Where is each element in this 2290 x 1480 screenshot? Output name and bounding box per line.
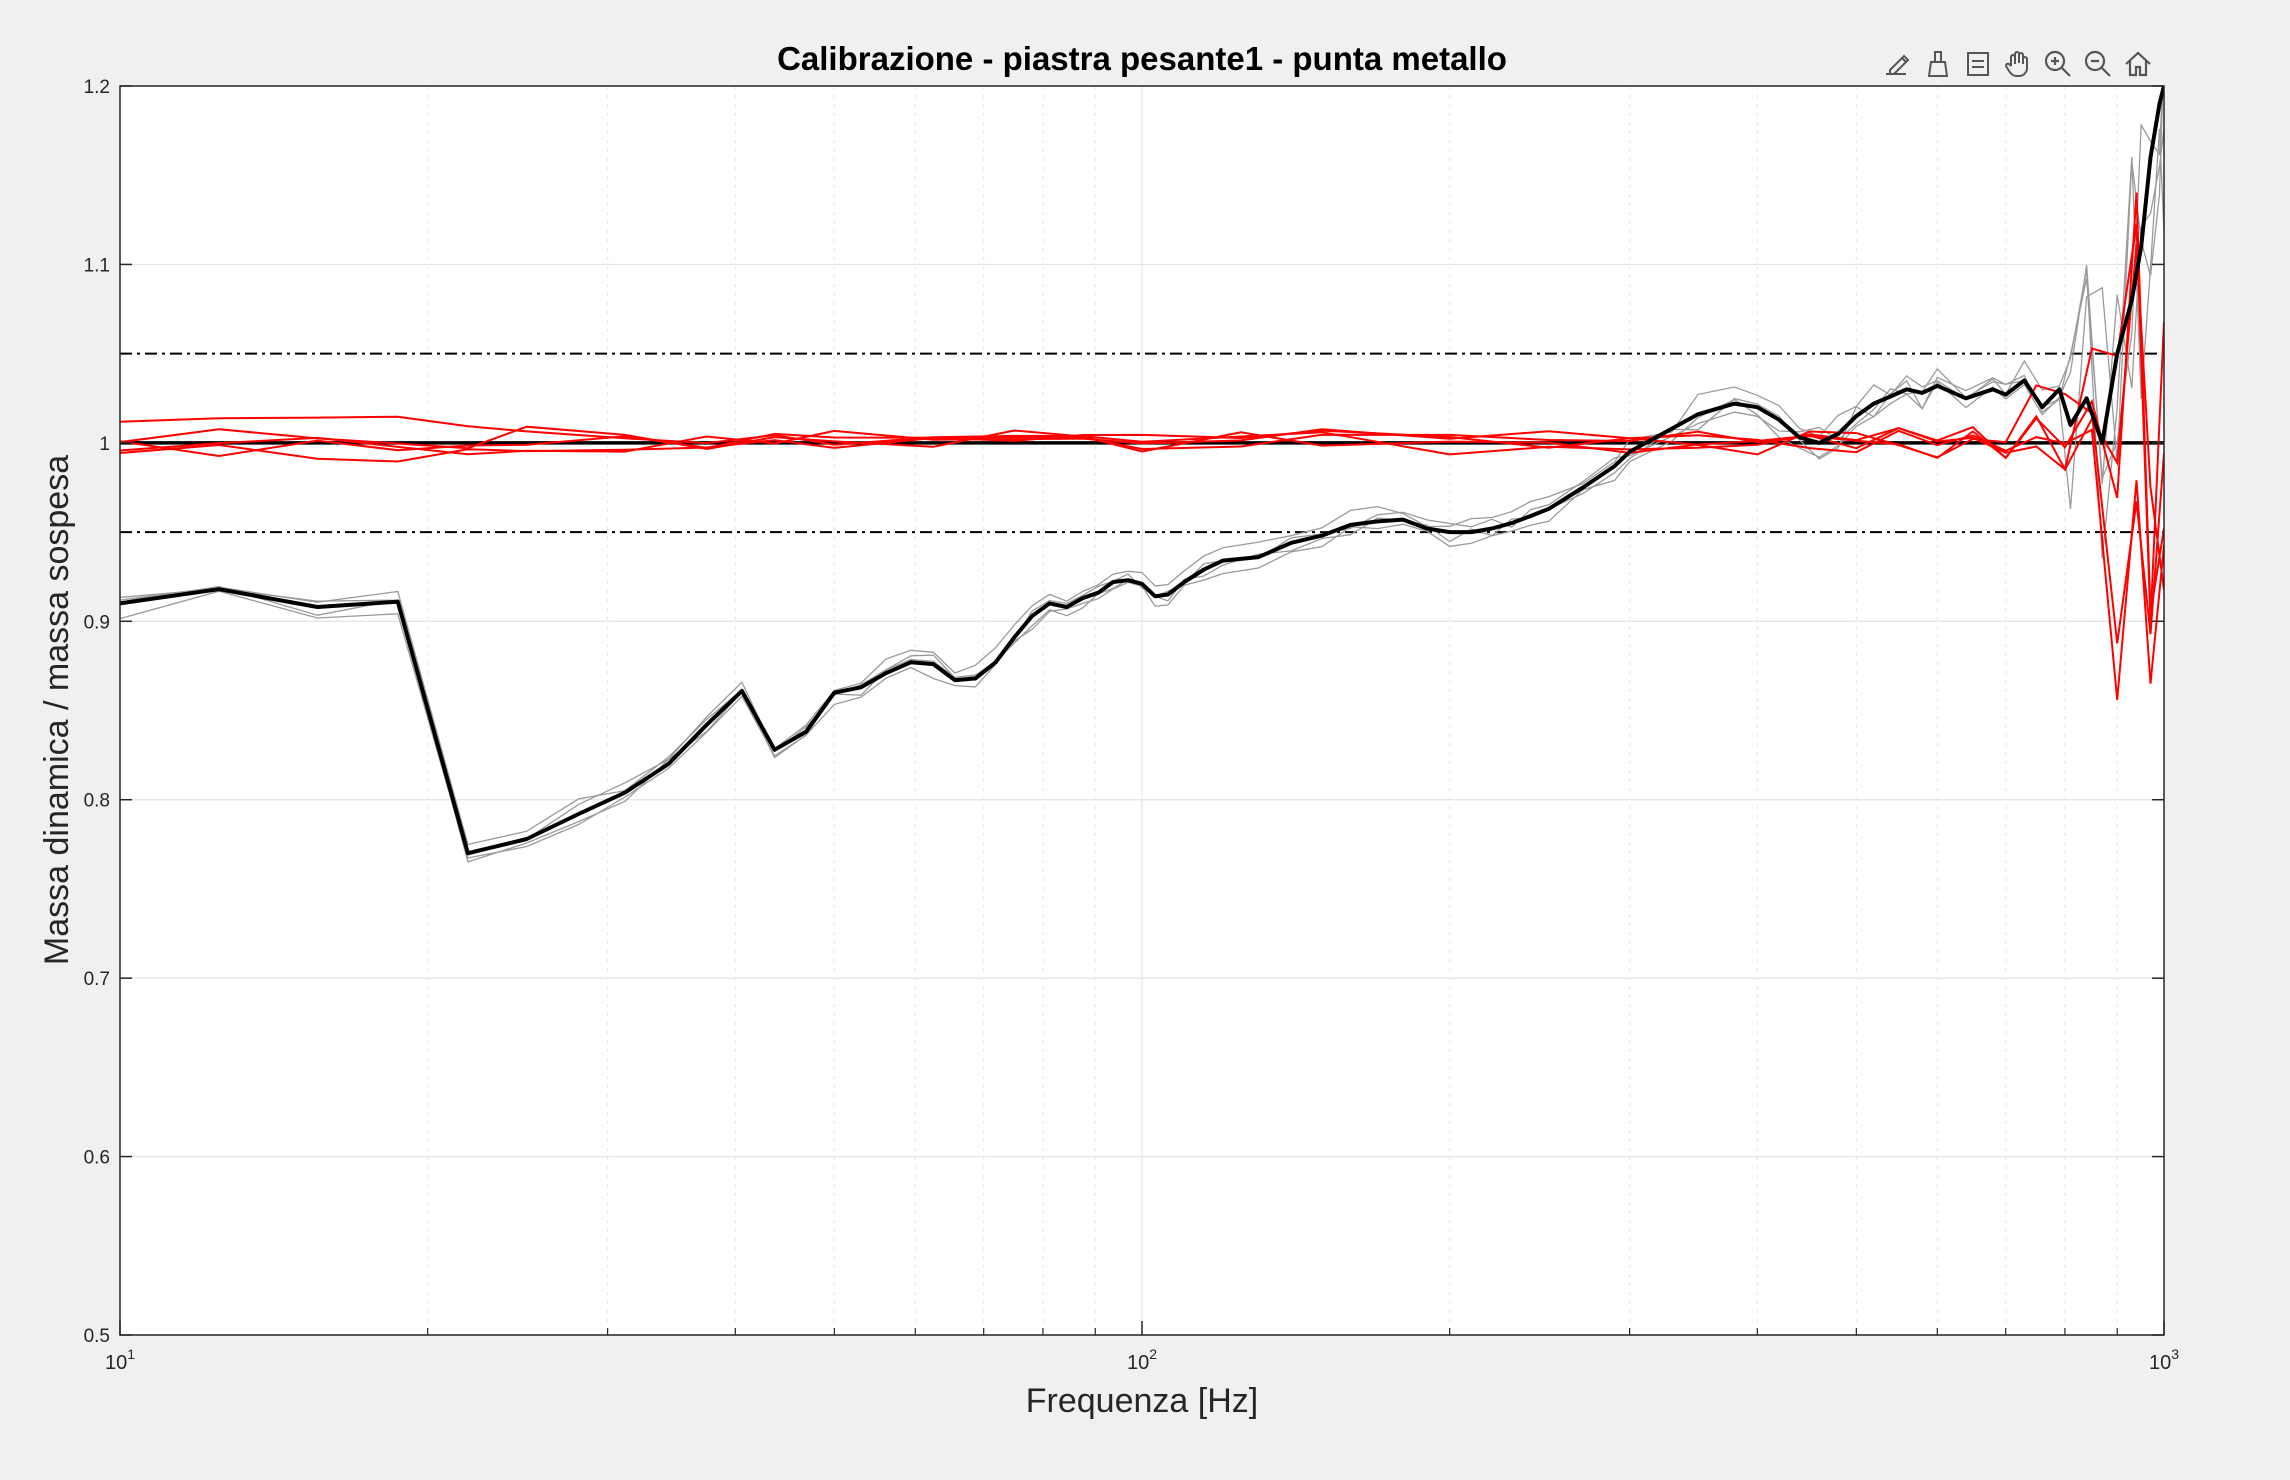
y-axis-label: Massa dinamica / massa sospesa: [38, 455, 76, 965]
axes-toolbar: [1880, 44, 2156, 84]
x-tick-label: 103: [2149, 1346, 2179, 1374]
chart-title: Calibrazione - piastra pesante1 - punta …: [777, 40, 1507, 77]
datatip-icon[interactable]: [1960, 46, 1996, 82]
x-axis-label: Frequenza [Hz]: [1026, 1382, 1258, 1420]
y-tick-label: 0.9: [84, 612, 110, 633]
zoom-out-icon[interactable]: [2080, 46, 2116, 82]
y-tick-label: 0.8: [84, 791, 110, 812]
y-tick-label: 0.6: [84, 1148, 110, 1169]
tick-layer: 0.5 0.6 0.7 0.8 0.9 1 1.1 1.2 101 102 103: [84, 77, 2180, 1374]
y-tick-label: 0.7: [84, 969, 110, 990]
home-icon[interactable]: [2120, 46, 2156, 82]
x-tick-label: 101: [105, 1346, 135, 1374]
x-tick-label: 102: [1127, 1346, 1157, 1374]
series-line-mean: [120, 86, 2164, 856]
y-tick-label: 1: [99, 434, 110, 455]
series-line-corrected: [120, 223, 2164, 622]
y-tick-label: 0.5: [84, 1326, 110, 1347]
series-line-corrected: [120, 192, 2164, 614]
series-line-corrected: [120, 428, 2164, 700]
y-tick-label: 1.1: [84, 255, 110, 276]
zoom-in-icon[interactable]: [2040, 46, 2076, 82]
y-tick-label: 1.2: [84, 77, 110, 98]
series-line-individual: [120, 128, 2164, 846]
series-layer: [120, 86, 2164, 863]
pan-hand-icon[interactable]: [2000, 46, 2036, 82]
series-group: [120, 86, 2164, 863]
export-icon[interactable]: [1880, 46, 1916, 82]
brush-icon[interactable]: [1920, 46, 1956, 82]
